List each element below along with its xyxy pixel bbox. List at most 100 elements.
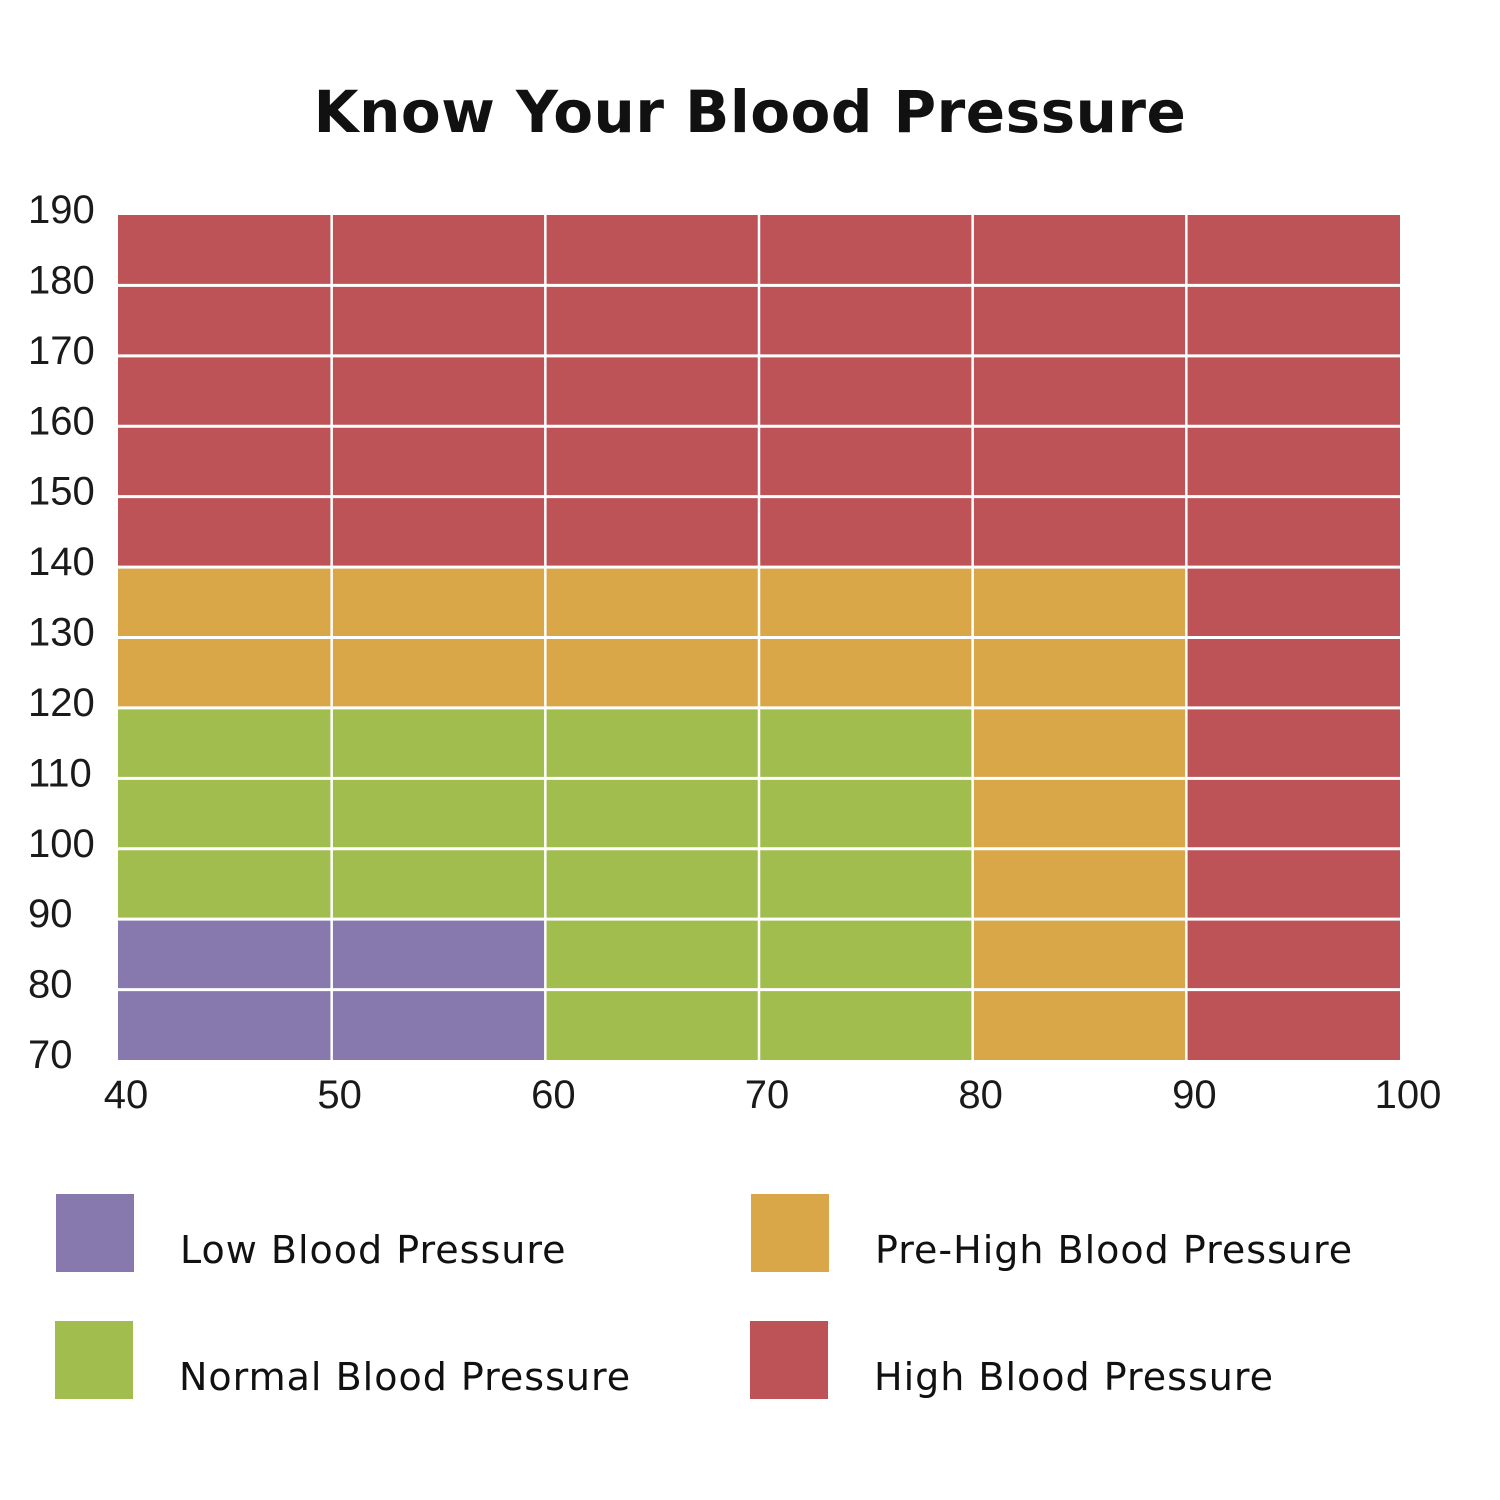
heatmap-cell-high (759, 215, 973, 286)
heatmap-cell-normal (118, 778, 332, 849)
legend-swatch-low (56, 1194, 134, 1272)
legend-item-high: High Blood Pressure (750, 1321, 1450, 1401)
legend-item-normal: Normal Blood Pressure (55, 1321, 755, 1401)
heatmap-cell-high (118, 215, 332, 286)
y-tick-label: 190 (28, 188, 95, 232)
heatmap-cell-high (545, 496, 759, 568)
heatmap-cell-high (972, 355, 1187, 427)
heatmap-cell-prehigh (972, 567, 1187, 638)
heatmap-cell-high (1186, 778, 1400, 849)
heatmap-cell-prehigh (972, 848, 1187, 920)
heatmap-cell-prehigh (545, 637, 759, 708)
heatmap-cell-normal (118, 848, 332, 920)
legend-item-prehigh: Pre-High Blood Pressure (751, 1194, 1451, 1274)
heatmap-cell-high (1186, 989, 1400, 1060)
heatmap-cell-prehigh (331, 637, 546, 708)
heatmap-cell-prehigh (972, 707, 1187, 779)
heatmap-cell-normal (545, 989, 759, 1060)
heatmap-cell-prehigh (759, 567, 973, 638)
y-tick-label: 100 (28, 822, 95, 866)
heatmap-cell-normal (759, 778, 973, 849)
heatmap-cell-low (118, 989, 332, 1060)
y-tick-label: 180 (28, 258, 95, 302)
heatmap-cell-high (331, 285, 546, 356)
heatmap-cell-high (331, 355, 546, 427)
heatmap-cell-prehigh (972, 989, 1187, 1060)
heatmap-cell-high (1186, 567, 1400, 638)
chart-title: Know Your Blood Pressure (313, 78, 1187, 146)
heatmap-cell-high (972, 426, 1187, 497)
heatmap-cell-prehigh (118, 637, 332, 708)
heatmap-cell-high (118, 355, 332, 427)
heatmap-cell-high (545, 355, 759, 427)
y-tick-label: 150 (28, 470, 95, 514)
heatmap-cell-high (331, 496, 546, 568)
heatmap-cell-normal (331, 778, 546, 849)
y-tick-label: 70 (28, 1033, 73, 1077)
heatmap-cell-high (1186, 848, 1400, 920)
heatmap-cell-normal (118, 707, 332, 779)
heatmap-cell-normal (545, 707, 759, 779)
heatmap-cell-high (331, 215, 546, 286)
heatmap-cell-high (545, 215, 759, 286)
legend-swatch-prehigh (751, 1194, 829, 1272)
heatmap-cell-high (1186, 285, 1400, 356)
heatmap-cell-prehigh (972, 919, 1187, 990)
y-tick-label: 110 (28, 751, 92, 795)
legend-swatch-normal (55, 1321, 133, 1399)
heatmap-cell-high (1186, 496, 1400, 568)
heatmap-cell-high (118, 285, 332, 356)
x-tick-label: 80 (958, 1073, 1003, 1117)
legend-label-high: High Blood Pressure (874, 1355, 1275, 1399)
heatmap-cell-prehigh (118, 567, 332, 638)
heatmap-cell-high (118, 426, 332, 497)
y-tick-label: 90 (28, 892, 73, 936)
heatmap-cell-prehigh (545, 567, 759, 638)
y-axis-ticks: 70 80 90 100 110 120 130 140 150 160 170 180 190 (28, 188, 95, 1077)
heatmap-cell-high (1186, 215, 1400, 286)
heatmap-cell-high (972, 215, 1187, 286)
y-tick-label: 80 (28, 963, 73, 1007)
legend-swatch-high (750, 1321, 828, 1399)
heatmap-cell-high (1186, 637, 1400, 708)
heatmap-cell-low (331, 919, 546, 990)
heatmap-cell-high (118, 496, 332, 568)
heatmap-cell-high (1186, 919, 1400, 990)
y-tick-label: 170 (28, 329, 95, 373)
heatmap-cell-normal (759, 919, 973, 990)
heatmap-cell-normal (545, 919, 759, 990)
heatmap-cell-normal (759, 989, 973, 1060)
heatmap-cell-prehigh (972, 637, 1187, 708)
heatmap-cells (118, 215, 1400, 1060)
y-tick-label: 130 (28, 611, 95, 655)
heatmap-cell-high (545, 285, 759, 356)
heatmap-cell-high (759, 285, 973, 356)
heatmap-cell-high (759, 496, 973, 568)
heatmap-cell-high (1186, 355, 1400, 427)
heatmap-cell-low (331, 989, 546, 1060)
heatmap-cell-prehigh (331, 567, 546, 638)
heatmap-cell-high (972, 285, 1187, 356)
heatmap-cell-low (118, 919, 332, 990)
heatmap-cell-normal (759, 848, 973, 920)
heatmap-cell-normal (545, 778, 759, 849)
heatmap-cell-normal (331, 848, 546, 920)
heatmap-cell-high (759, 426, 973, 497)
y-tick-label: 140 (28, 540, 95, 584)
x-axis-ticks: 40 50 60 70 80 90 100 (104, 1073, 1442, 1117)
x-tick-label: 50 (317, 1073, 362, 1117)
x-tick-label: 70 (745, 1073, 790, 1117)
heatmap-cell-high (972, 496, 1187, 568)
y-tick-label: 160 (28, 399, 95, 443)
legend-label-low: Low Blood Pressure (180, 1228, 567, 1272)
heatmap-cell-high (1186, 426, 1400, 497)
heatmap-cell-normal (331, 707, 546, 779)
x-tick-label: 40 (104, 1073, 149, 1117)
heatmap-cell-normal (545, 848, 759, 920)
legend-item-low: Low Blood Pressure (56, 1194, 756, 1274)
legend-label-prehigh: Pre-High Blood Pressure (875, 1228, 1354, 1272)
heatmap-cell-high (1186, 707, 1400, 779)
heatmap-cell-normal (759, 707, 973, 779)
x-tick-label: 100 (1375, 1073, 1442, 1117)
